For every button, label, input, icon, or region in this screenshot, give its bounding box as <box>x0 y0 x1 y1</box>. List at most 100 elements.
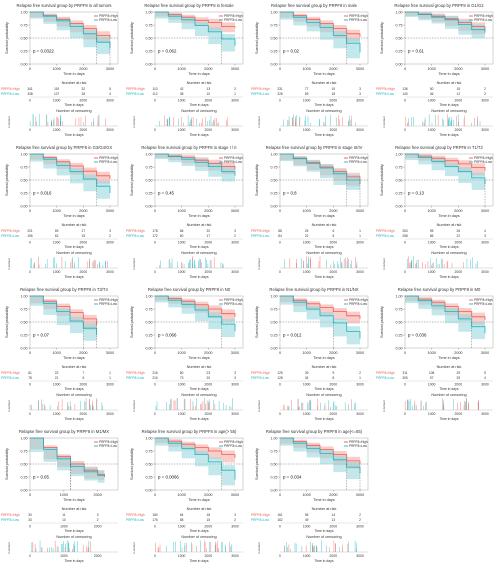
risk-x-axis-label: Time in days <box>189 529 208 533</box>
censor-x-tick-label: 1000 <box>178 270 186 274</box>
y-tick-label: 1.00 <box>271 152 278 156</box>
low-confidence-band <box>155 296 235 338</box>
low-survival-curve <box>280 295 361 339</box>
risk-table-title: Number at risk <box>312 223 337 227</box>
legend-low-label: PRPF8=Low <box>349 160 368 164</box>
risk-count-low: 1 <box>359 234 361 238</box>
x-tick-label: 0 <box>279 67 281 71</box>
x-tick-label: 1000 <box>302 209 310 213</box>
censor-x-tick-label: 0 <box>279 270 281 274</box>
risk-row-high-label: PRPF8=High <box>376 371 395 375</box>
risk-x-tick-label: 0 <box>279 383 281 387</box>
x-tick-label: 0 <box>29 209 31 213</box>
risk-x-axis-label: Time in days <box>189 387 208 391</box>
censor-x-tick-label: 1000 <box>53 270 61 274</box>
x-axis-label: Time in days <box>188 214 209 218</box>
risk-count-high: 22 <box>55 371 59 375</box>
risk-count-high: 50 <box>430 87 434 91</box>
km-panel-svg: Relapse free survival group by PRPF8 in … <box>1 429 119 563</box>
risk-count-low: 10 <box>62 518 66 522</box>
y-tick-label: 0.50 <box>271 178 278 182</box>
risk-count-high: 66 <box>180 229 184 233</box>
chart-title: Relapse free survival group by PRPF8 in … <box>398 287 481 292</box>
risk-count-low: 33 <box>28 518 32 522</box>
censor-y-label: n.censor <box>7 542 11 554</box>
censor-y-label: n.censor <box>7 400 11 412</box>
risk-count-low: 2 <box>359 518 361 522</box>
censor-title: Number of censoring <box>431 251 466 255</box>
km-panel-3: Relapse free survival group by PRPF8 in … <box>250 0 375 142</box>
censor-x-axis-label: Time in days <box>314 275 333 279</box>
legend-low-label: PRPF8=Low <box>474 302 493 306</box>
censor-x-tick-label: 1000 <box>178 412 186 416</box>
risk-count-high: 77 <box>305 87 309 91</box>
y-tick-label: 0.75 <box>21 165 28 169</box>
risk-row-low-label: PRPF8=Low <box>251 92 270 96</box>
censor-title: Number of censoring <box>306 535 341 539</box>
chart-title: Relapse free survival group by PRPF8 in … <box>141 145 236 150</box>
risk-count-low: 3 <box>484 234 486 238</box>
legend-high-label: PRPF8=High <box>224 298 243 302</box>
risk-count-high: 311 <box>402 371 407 375</box>
x-tick-label: 0 <box>154 493 156 497</box>
legend-low-label: PRPF8=Low <box>224 160 243 164</box>
p-value-label: p = 0.066 <box>158 333 177 338</box>
risk-table-title: Number at risk <box>312 81 337 85</box>
y-tick-label: 0.25 <box>146 191 153 195</box>
y-axis-label: Survival probability <box>5 306 9 338</box>
risk-count-low: 107 <box>54 92 60 96</box>
censor-x-tick-label: 0 <box>154 412 156 416</box>
low-confidence-band <box>155 154 235 182</box>
p-value-label: p = 0.8 <box>283 191 297 196</box>
y-tick-label: 0.50 <box>271 462 278 466</box>
censor-x-axis-label: Time in days <box>189 275 208 279</box>
km-panel-11: Relapse free survival group by PRPF8 in … <box>250 284 375 426</box>
risk-count-low: 210 <box>152 376 158 380</box>
y-tick-label: 1.00 <box>146 10 153 14</box>
km-panel-5: Relapse free survival group by PRPF8 in … <box>0 142 125 284</box>
y-tick-label: 1.00 <box>271 436 278 440</box>
risk-count-high: 15 <box>457 87 461 91</box>
y-tick-label: 0.25 <box>396 49 403 53</box>
y-axis-label: Survival probability <box>380 22 384 54</box>
censor-y-label: n.censor <box>132 258 136 270</box>
low-confidence-band <box>280 12 360 59</box>
legend-high-label: PRPF8=High <box>99 298 118 302</box>
censor-x-axis-label: Time in days <box>314 559 333 563</box>
risk-table-title: Number at risk <box>437 81 462 85</box>
risk-x-tick-label: 3000 <box>481 241 489 245</box>
risk-count-high: 81 <box>28 371 32 375</box>
low-confidence-band <box>30 12 110 55</box>
low-survival-curve <box>155 295 236 332</box>
risk-count-low: 10 <box>207 92 211 96</box>
x-tick-label: 2000 <box>204 493 212 497</box>
y-tick-label: 0.50 <box>146 462 153 466</box>
y-tick-label: 0.00 <box>146 204 153 208</box>
risk-count-high: 4 <box>484 229 486 233</box>
legend-high-label: PRPF8=High <box>224 14 243 18</box>
risk-count-high: 32 <box>82 87 86 91</box>
km-panel-svg: Relapse free survival group by PRPF8 in … <box>251 287 369 421</box>
risk-count-low: 172 <box>152 234 158 238</box>
risk-count-high: 3 <box>234 513 236 517</box>
risk-count-low: 2 <box>234 518 236 522</box>
risk-row-high-label: PRPF8=High <box>126 513 145 517</box>
risk-count-high: 263 <box>402 229 408 233</box>
chart-title: Relapse free survival group by PRPF8 in … <box>148 287 231 292</box>
risk-x-tick-label: 0 <box>154 99 156 103</box>
censor-x-axis-label: Time in days <box>64 275 83 279</box>
risk-count-high: 125 <box>277 371 283 375</box>
risk-count-low: 3 <box>234 376 236 380</box>
risk-x-tick-label: 1000 <box>53 383 61 387</box>
risk-x-tick-label: 3000 <box>231 99 239 103</box>
risk-count-high: 3 <box>234 371 236 375</box>
censor-x-tick-label: 3000 <box>481 270 489 274</box>
risk-count-low: 5 <box>332 234 334 238</box>
x-tick-label: 1000 <box>52 351 60 355</box>
x-axis-label: Time in days <box>313 72 334 76</box>
km-panel-svg: Relapse free survival group by PRPF8 in … <box>376 3 494 137</box>
censor-x-tick-label: 3000 <box>356 128 364 132</box>
risk-x-tick-label: 2000 <box>455 99 463 103</box>
risk-table-title: Number at risk <box>187 365 212 369</box>
risk-row-high-label: PRPF8=High <box>251 87 270 91</box>
